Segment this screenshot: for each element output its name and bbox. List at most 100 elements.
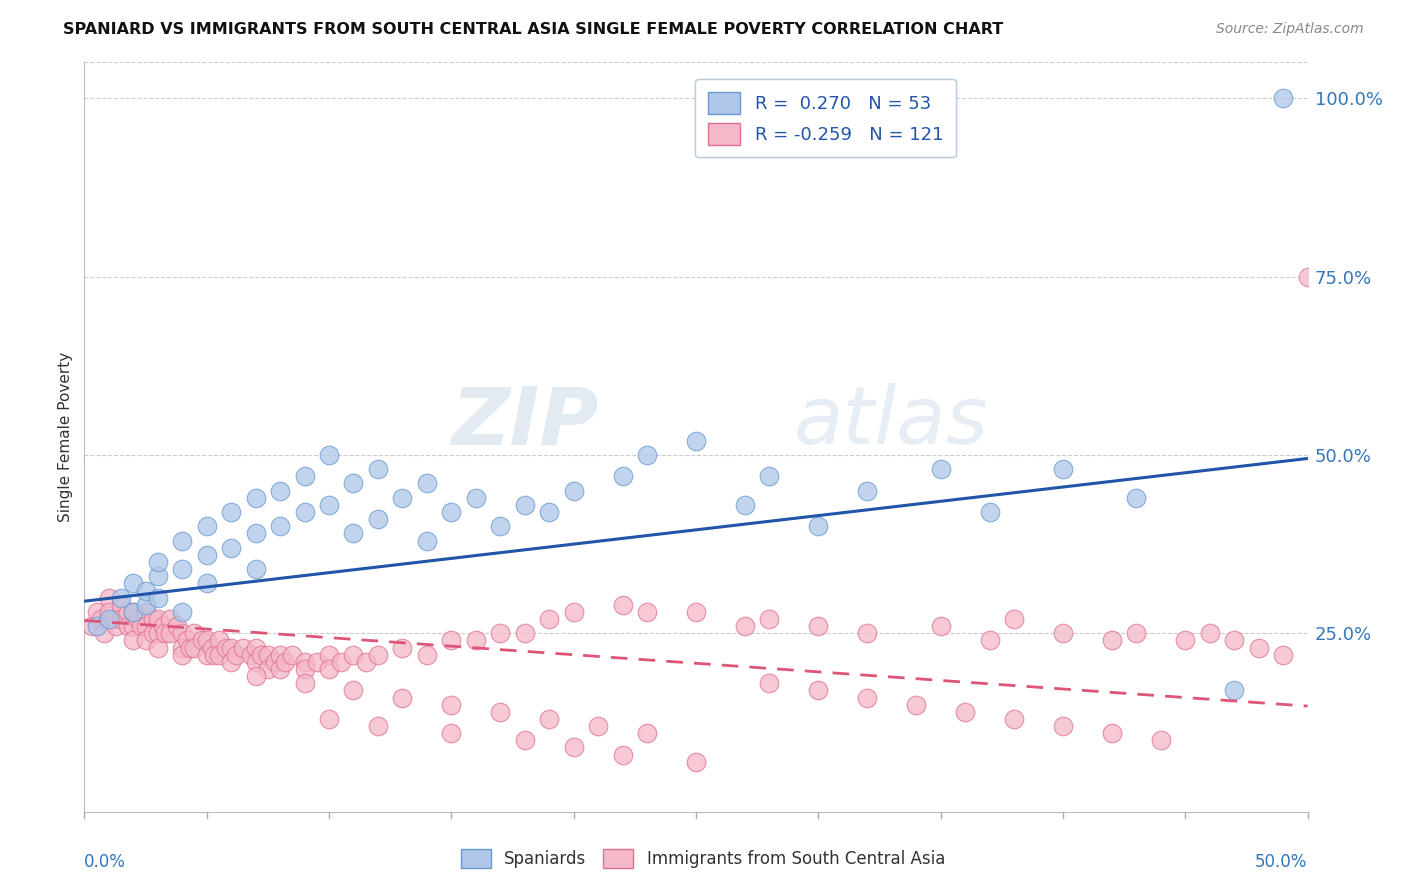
Point bbox=[195, 633, 218, 648]
Point bbox=[318, 712, 340, 726]
Point bbox=[318, 648, 340, 662]
Point bbox=[294, 655, 316, 669]
Point bbox=[269, 519, 291, 533]
Point bbox=[562, 483, 585, 498]
Point bbox=[172, 562, 194, 576]
Point bbox=[269, 483, 291, 498]
Point bbox=[489, 705, 512, 719]
Point bbox=[1174, 633, 1197, 648]
Point bbox=[318, 498, 340, 512]
Point bbox=[929, 619, 952, 633]
Point bbox=[391, 690, 413, 705]
Point bbox=[1272, 648, 1295, 662]
Point bbox=[152, 619, 174, 633]
Point bbox=[1223, 683, 1246, 698]
Point bbox=[856, 626, 879, 640]
Point bbox=[245, 669, 267, 683]
Point bbox=[513, 626, 536, 640]
Point bbox=[93, 626, 115, 640]
Point bbox=[513, 498, 536, 512]
Point bbox=[195, 548, 218, 562]
Point bbox=[105, 619, 128, 633]
Point bbox=[122, 633, 145, 648]
Point bbox=[245, 655, 267, 669]
Point bbox=[440, 698, 463, 712]
Point bbox=[294, 505, 316, 519]
Point bbox=[1296, 269, 1319, 284]
Point bbox=[342, 476, 364, 491]
Point bbox=[135, 605, 157, 619]
Point bbox=[110, 591, 132, 605]
Point bbox=[1125, 491, 1147, 505]
Point bbox=[416, 533, 439, 548]
Point bbox=[219, 505, 242, 519]
Point bbox=[294, 662, 316, 676]
Point bbox=[146, 612, 169, 626]
Point bbox=[172, 626, 194, 640]
Point bbox=[758, 469, 780, 483]
Point bbox=[219, 640, 242, 655]
Point bbox=[245, 640, 267, 655]
Point bbox=[127, 612, 149, 626]
Point bbox=[636, 726, 658, 740]
Point bbox=[172, 640, 194, 655]
Point bbox=[807, 683, 830, 698]
Text: 50.0%: 50.0% bbox=[1256, 853, 1308, 871]
Point bbox=[142, 612, 165, 626]
Point bbox=[208, 648, 231, 662]
Point bbox=[856, 483, 879, 498]
Point bbox=[232, 640, 254, 655]
Point bbox=[110, 612, 132, 626]
Point bbox=[1002, 612, 1025, 626]
Point bbox=[1101, 633, 1123, 648]
Point bbox=[636, 605, 658, 619]
Point bbox=[208, 633, 231, 648]
Point bbox=[538, 712, 561, 726]
Point bbox=[1002, 712, 1025, 726]
Text: ZIP: ZIP bbox=[451, 383, 598, 461]
Point bbox=[146, 626, 169, 640]
Point bbox=[367, 462, 389, 476]
Point bbox=[97, 605, 120, 619]
Point bbox=[538, 612, 561, 626]
Point bbox=[416, 476, 439, 491]
Point bbox=[172, 605, 194, 619]
Point bbox=[367, 512, 389, 526]
Point bbox=[416, 648, 439, 662]
Point bbox=[342, 648, 364, 662]
Point bbox=[391, 640, 413, 655]
Point bbox=[330, 655, 353, 669]
Point bbox=[129, 619, 152, 633]
Point bbox=[1052, 462, 1074, 476]
Point bbox=[245, 562, 267, 576]
Point bbox=[1198, 626, 1220, 640]
Point bbox=[219, 655, 242, 669]
Point bbox=[758, 676, 780, 690]
Point bbox=[305, 655, 328, 669]
Point bbox=[245, 491, 267, 505]
Text: Source: ZipAtlas.com: Source: ZipAtlas.com bbox=[1216, 22, 1364, 37]
Point bbox=[856, 690, 879, 705]
Point bbox=[489, 626, 512, 640]
Point bbox=[172, 533, 194, 548]
Point bbox=[146, 555, 169, 569]
Point bbox=[225, 648, 247, 662]
Point bbox=[612, 747, 634, 762]
Point bbox=[103, 612, 125, 626]
Text: SPANIARD VS IMMIGRANTS FROM SOUTH CENTRAL ASIA SINGLE FEMALE POVERTY CORRELATION: SPANIARD VS IMMIGRANTS FROM SOUTH CENTRA… bbox=[63, 22, 1004, 37]
Point bbox=[905, 698, 928, 712]
Point bbox=[142, 626, 165, 640]
Point bbox=[513, 733, 536, 747]
Point bbox=[979, 633, 1001, 648]
Point bbox=[122, 619, 145, 633]
Point bbox=[176, 633, 198, 648]
Point bbox=[245, 526, 267, 541]
Point bbox=[195, 519, 218, 533]
Point bbox=[239, 648, 262, 662]
Point bbox=[183, 626, 205, 640]
Point bbox=[489, 519, 512, 533]
Point bbox=[257, 648, 280, 662]
Text: 0.0%: 0.0% bbox=[84, 853, 127, 871]
Point bbox=[135, 633, 157, 648]
Point bbox=[562, 605, 585, 619]
